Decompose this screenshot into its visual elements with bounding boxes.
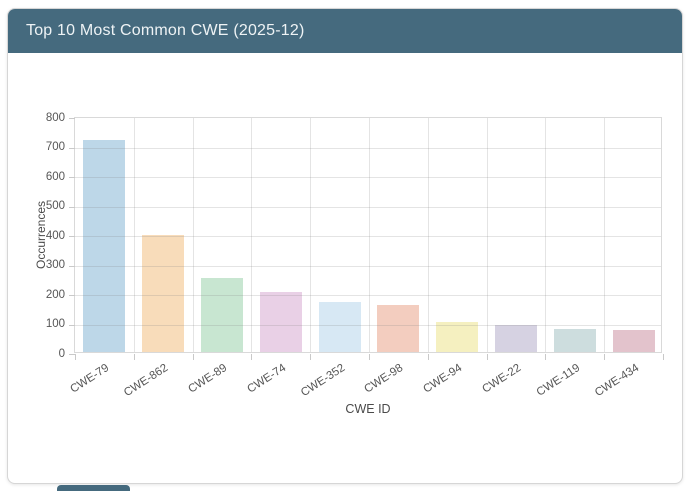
y-tick-label: 0	[58, 347, 65, 360]
x-tick-label: CWE-94	[421, 361, 465, 396]
bar-cwe-22[interactable]	[495, 324, 537, 352]
y-tick-mark	[69, 354, 75, 355]
gridline-v	[604, 118, 606, 352]
x-tick-label: CWE-434	[592, 361, 641, 400]
bar-cwe-89[interactable]	[201, 278, 243, 352]
gridline-v	[486, 118, 488, 352]
y-tick-label: 800	[45, 111, 65, 124]
y-tick-label: 600	[45, 170, 65, 183]
gridline-v	[310, 118, 312, 352]
gridline-v	[545, 118, 547, 352]
gridline-h	[75, 177, 661, 178]
x-tick-mark	[427, 354, 429, 360]
bar-cwe-74[interactable]	[259, 292, 302, 352]
y-tick-label: 400	[45, 229, 65, 242]
x-tick-label: CWE-862	[122, 361, 171, 400]
bar-chart-plot-area[interactable]: Occurrences CWE ID 0 100 200 300 400 500 600 70…	[34, 112, 664, 416]
bar-cwe-79[interactable]	[83, 139, 126, 352]
gridline-h	[75, 147, 661, 149]
gridline-h	[75, 206, 661, 208]
x-tick-mark	[545, 354, 547, 360]
x-tick-label: CWE-119	[534, 361, 583, 399]
bar-cwe-94[interactable]	[436, 322, 479, 352]
y-tick-mark	[69, 177, 75, 178]
next-card-header-partial	[57, 485, 130, 491]
x-tick-mark	[251, 354, 253, 360]
x-tick-mark	[133, 354, 135, 360]
y-tick-mark	[69, 206, 75, 208]
x-tick-label: CWE-22	[480, 361, 524, 396]
y-tick-label: 100	[45, 318, 65, 330]
y-tick-mark	[69, 236, 75, 237]
bar-cwe-119[interactable]	[553, 329, 596, 352]
chart-card: Top 10 Most Common CWE (2025-12) Occurre…	[7, 8, 683, 484]
card-header: Top 10 Most Common CWE (2025-12)	[8, 9, 682, 53]
x-tick-label: CWE-79	[68, 361, 112, 396]
y-tick-label: 500	[45, 200, 65, 212]
y-tick-label: 200	[45, 288, 65, 301]
x-tick-mark	[75, 354, 76, 360]
gridline-v	[369, 118, 370, 352]
x-tick-mark	[192, 354, 194, 360]
y-tick-mark	[69, 147, 75, 149]
gridline-v	[133, 118, 135, 352]
bar-cwe-98[interactable]	[377, 305, 420, 352]
gridline-v	[427, 118, 429, 352]
bar-cwe-862[interactable]	[142, 235, 185, 352]
x-tick-label: CWE-352	[298, 361, 347, 400]
gridline-v	[251, 118, 253, 352]
x-axis-title: CWE ID	[345, 402, 391, 416]
x-tick-mark	[486, 354, 488, 360]
x-tick-mark	[310, 354, 312, 360]
bar-cwe-434[interactable]	[612, 330, 655, 352]
x-tick-mark	[604, 354, 606, 360]
bar-cwe-352[interactable]	[318, 301, 361, 352]
x-tick-label: CWE-89	[186, 361, 230, 396]
x-tick-label: CWE-74	[245, 361, 289, 396]
y-tick-mark	[69, 324, 75, 326]
y-tick-label: 700	[45, 141, 65, 153]
x-tick-mark	[663, 354, 664, 360]
x-tick-mark	[369, 354, 370, 360]
y-tick-label: 300	[45, 259, 65, 271]
y-tick-mark	[69, 295, 75, 296]
x-tick-label: CWE-98	[362, 361, 406, 396]
y-tick-mark	[69, 118, 75, 119]
gridline-v	[192, 118, 194, 352]
card-title: Top 10 Most Common CWE (2025-12)	[26, 22, 305, 39]
y-tick-mark	[69, 265, 75, 267]
